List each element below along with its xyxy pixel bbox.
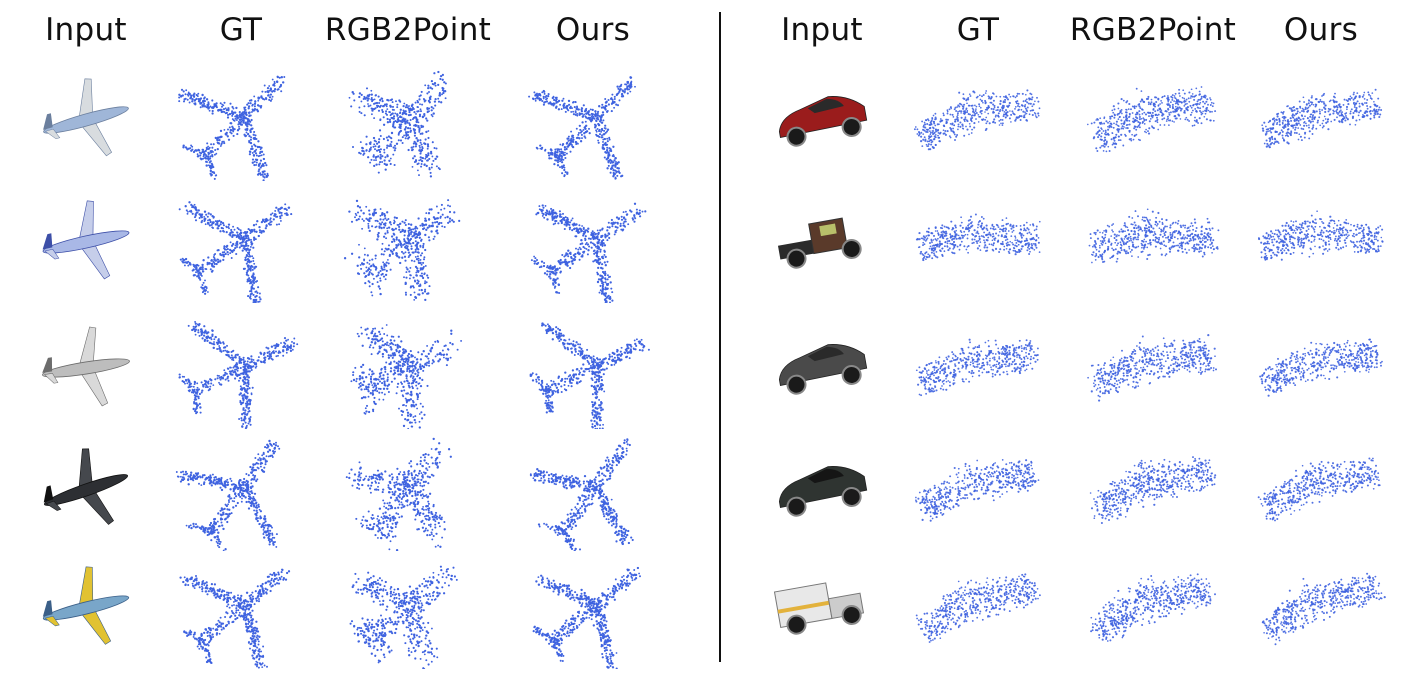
car-row-1-rgb2point: [1078, 65, 1228, 175]
car-row-5-rgb2point: [1078, 553, 1228, 663]
header-gt-right: GT: [956, 12, 1000, 48]
header-rgb2point-right: RGB2Point: [1069, 12, 1237, 48]
car-row-4-input-graphic: [778, 466, 868, 517]
airplane-row-1-gt-graphic: [178, 75, 286, 181]
car-row-1-rgb2point-graphic: [1086, 86, 1217, 153]
airplane-row-1-input: [11, 59, 161, 181]
airplane-row-2-rgb2point-graphic: [343, 199, 461, 302]
airplane-row-3-input: [11, 307, 161, 429]
car-row-5-ours-graphic: [1261, 572, 1386, 646]
car-row-2-input-graphic: [777, 217, 862, 269]
airplane-row-5-input: [11, 547, 161, 669]
car-row-2-rgb2point: [1078, 187, 1228, 297]
car-row-3-input: [747, 313, 897, 423]
car-row-4-input: [747, 435, 897, 545]
airplane-row-5-rgb2point: [333, 547, 483, 669]
airplane-row-1-ours-graphic: [528, 76, 636, 180]
airplane-row-3-gt: [166, 307, 316, 429]
airplane-row-2-input: [11, 181, 161, 303]
airplane-row-4-gt-graphic: [175, 439, 281, 551]
car-row-4-gt: [903, 435, 1053, 545]
car-row-5-gt: [903, 553, 1053, 663]
airplane-row-3-ours-graphic: [529, 322, 650, 429]
airplane-row-4-gt: [166, 429, 316, 551]
airplane-row-3-input-graphic: [42, 326, 130, 407]
airplane-row-2-rgb2point: [333, 181, 483, 303]
airplane-row-4-rgb2point: [333, 429, 483, 551]
airplane-row-4-input: [11, 429, 161, 551]
airplane-row-4-input-graphic: [43, 448, 129, 525]
car-row-3-rgb2point-graphic: [1087, 334, 1218, 402]
airplane-row-2-gt: [166, 181, 316, 303]
header-ours-left: Ours: [555, 12, 631, 48]
car-row-2-ours: [1246, 187, 1396, 297]
airplane-row-3-rgb2point-graphic: [350, 324, 463, 429]
car-row-3-gt: [903, 313, 1053, 423]
airplane-row-1-rgb2point: [333, 59, 483, 181]
car-row-1-input-graphic: [778, 96, 868, 147]
car-row-4-rgb2point-graphic: [1089, 456, 1217, 525]
airplane-row-3-rgb2point: [333, 307, 483, 429]
airplane-row-5-ours-graphic: [532, 566, 641, 669]
airplane-row-2-ours: [518, 181, 668, 303]
car-row-2-gt-graphic: [915, 213, 1041, 262]
airplane-row-5-ours: [518, 547, 668, 669]
airplane-row-1-rgb2point-graphic: [348, 70, 447, 178]
car-row-3-input-graphic: [778, 344, 868, 395]
airplane-row-2-gt-graphic: [178, 201, 293, 303]
car-row-2-gt: [903, 187, 1053, 297]
airplane-row-5-rgb2point-graphic: [349, 565, 458, 669]
car-row-5-input-graphic: [773, 582, 865, 635]
airplane-row-2-input-graphic: [42, 200, 130, 280]
airplane-row-1-gt: [166, 59, 316, 181]
header-input-left: Input: [45, 12, 127, 48]
car-row-1-input: [747, 65, 897, 175]
car-row-4-ours: [1246, 435, 1396, 545]
header-ours-right: Ours: [1283, 12, 1359, 48]
car-row-4-rgb2point: [1078, 435, 1228, 545]
car-row-3-ours-graphic: [1259, 338, 1383, 397]
car-row-1-ours: [1246, 65, 1396, 175]
car-row-2-rgb2point-graphic: [1088, 208, 1220, 264]
car-row-4-ours-graphic: [1257, 457, 1381, 522]
car-row-3-ours: [1246, 313, 1396, 423]
header-rgb2point-left: RGB2Point: [324, 12, 492, 48]
airplane-row-5-gt-graphic: [179, 568, 291, 669]
header-gt-left: GT: [219, 12, 263, 48]
car-row-4-gt-graphic: [915, 459, 1040, 522]
car-row-5-ours: [1246, 553, 1396, 663]
header-input-right: Input: [781, 12, 863, 48]
airplane-row-2-ours-graphic: [530, 202, 647, 303]
car-row-3-gt-graphic: [915, 338, 1039, 397]
airplane-row-5-gt: [166, 547, 316, 669]
airplane-row-1-input-graphic: [43, 78, 129, 157]
airplane-row-3-ours: [518, 307, 668, 429]
car-row-3-rgb2point: [1078, 313, 1228, 423]
airplane-row-5-input-graphic: [42, 566, 130, 645]
car-row-2-input: [747, 187, 897, 297]
car-row-5-rgb2point-graphic: [1090, 573, 1216, 642]
airplane-row-1-ours: [518, 59, 668, 181]
car-row-1-gt: [903, 65, 1053, 175]
car-row-5-gt-graphic: [915, 573, 1041, 643]
car-row-1-gt-graphic: [913, 89, 1041, 151]
car-row-5-input: [747, 553, 897, 663]
car-row-2-ours-graphic: [1257, 210, 1384, 261]
airplane-row-4-rgb2point-graphic: [345, 437, 452, 551]
airplane-row-4-ours-graphic: [529, 438, 634, 551]
airplane-row-4-ours: [518, 429, 668, 551]
airplane-row-3-gt-graphic: [178, 320, 299, 429]
car-row-1-ours-graphic: [1261, 88, 1383, 149]
vertical-divider: [719, 12, 721, 662]
